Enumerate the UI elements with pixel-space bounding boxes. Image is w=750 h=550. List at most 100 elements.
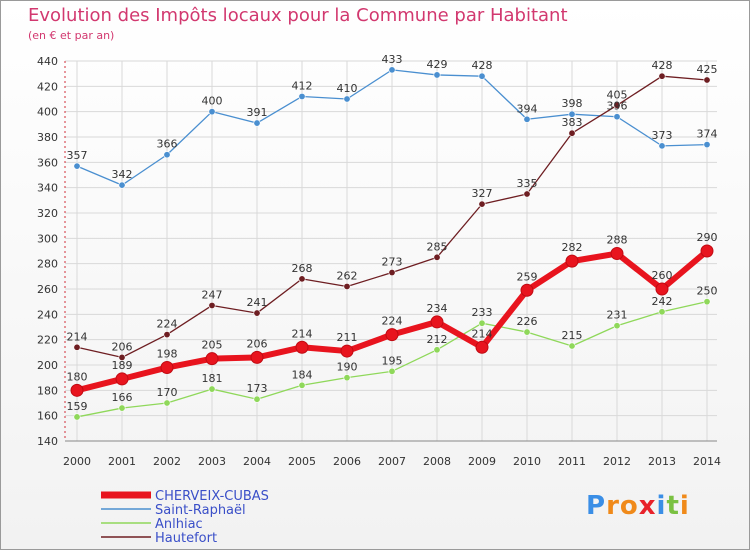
data-point (208, 301, 216, 309)
data-point (658, 72, 666, 80)
data-label: 242 (652, 295, 673, 308)
logo-letter: i (656, 491, 667, 521)
x-tick-label: 2007 (378, 455, 406, 468)
x-tick-label: 2002 (153, 455, 181, 468)
data-point (295, 340, 309, 354)
data-point (478, 200, 486, 208)
data-label: 159 (67, 400, 88, 413)
legend-label: Saint-Raphaël (155, 503, 246, 518)
y-tick-label: 340 (37, 182, 58, 195)
y-tick-label: 440 (37, 55, 58, 68)
y-tick-label: 180 (37, 384, 58, 397)
data-label: 214 (67, 330, 88, 343)
data-point (205, 352, 219, 366)
x-tick-label: 2003 (198, 455, 226, 468)
logo-letter: t (666, 491, 680, 521)
data-point (253, 395, 261, 403)
data-label: 394 (517, 102, 538, 115)
x-tick-label: 2001 (108, 455, 136, 468)
data-label: 412 (292, 79, 313, 92)
data-point (703, 76, 711, 84)
data-label: 373 (652, 129, 673, 142)
data-label: 400 (202, 95, 223, 108)
x-tick-label: 2006 (333, 455, 361, 468)
data-label: 398 (562, 97, 583, 110)
y-tick-label: 420 (37, 80, 58, 93)
x-tick-label: 2012 (603, 455, 631, 468)
data-label: 273 (382, 256, 403, 269)
data-point (478, 319, 486, 327)
y-tick-label: 240 (37, 308, 58, 321)
y-tick-label: 320 (37, 207, 58, 220)
data-label: 205 (202, 339, 223, 352)
data-point (73, 343, 81, 351)
data-label: 231 (607, 309, 628, 322)
data-point (568, 129, 576, 137)
data-label: 366 (157, 138, 178, 151)
data-label: 391 (247, 106, 268, 119)
x-tick-label: 2014 (693, 455, 721, 468)
data-label: 396 (607, 100, 628, 113)
data-label: 233 (472, 306, 493, 319)
legend-label: CHERVEIX-CUBAS (155, 489, 269, 504)
logo-letter: i (679, 491, 690, 521)
y-tick-label: 280 (37, 258, 58, 271)
data-label: 198 (157, 348, 178, 361)
data-label: 410 (337, 82, 358, 95)
data-label: 405 (607, 88, 628, 101)
data-label: 173 (247, 382, 268, 395)
data-label: 170 (157, 386, 178, 399)
data-label: 262 (337, 269, 358, 282)
data-point (163, 399, 171, 407)
data-label: 195 (382, 354, 403, 367)
data-label: 259 (517, 270, 538, 283)
data-point (163, 331, 171, 339)
data-point (568, 342, 576, 350)
data-point (655, 282, 669, 296)
data-point (253, 309, 261, 317)
x-tick-label: 2013 (648, 455, 676, 468)
y-tick-label: 220 (37, 334, 58, 347)
data-label: 206 (247, 337, 268, 350)
y-tick-label: 300 (37, 232, 58, 245)
data-point (703, 141, 711, 149)
data-point (298, 381, 306, 389)
y-tick-label: 260 (37, 283, 58, 296)
data-point (388, 367, 396, 375)
data-label: 428 (472, 59, 493, 72)
data-label: 268 (292, 262, 313, 275)
data-label: 282 (562, 241, 583, 254)
data-label: 342 (112, 168, 133, 181)
data-point (388, 66, 396, 74)
y-tick-label: 380 (37, 131, 58, 144)
data-point (343, 95, 351, 103)
logo-letter: P (586, 491, 607, 521)
data-point (478, 72, 486, 80)
data-point (523, 115, 531, 123)
y-tick-label: 360 (37, 156, 58, 169)
data-label: 247 (202, 288, 223, 301)
data-label: 224 (157, 318, 178, 331)
data-point (70, 383, 84, 397)
data-label: 212 (427, 333, 448, 346)
data-point (475, 340, 489, 354)
data-point (613, 101, 621, 109)
data-label: 335 (517, 177, 538, 190)
data-point (118, 404, 126, 412)
x-tick-label: 2011 (558, 455, 586, 468)
data-label: 166 (112, 391, 133, 404)
data-label: 327 (472, 187, 493, 200)
data-point (433, 253, 441, 261)
data-label: 224 (382, 315, 403, 328)
data-point (208, 108, 216, 116)
data-point (343, 282, 351, 290)
data-point (613, 322, 621, 330)
legend-label: Hautefort (155, 531, 217, 546)
data-point (115, 372, 129, 386)
data-label: 374 (697, 128, 718, 141)
logo-letter: o (619, 491, 639, 521)
data-point (298, 275, 306, 283)
x-tick-label: 2004 (243, 455, 271, 468)
data-label: 383 (562, 116, 583, 129)
